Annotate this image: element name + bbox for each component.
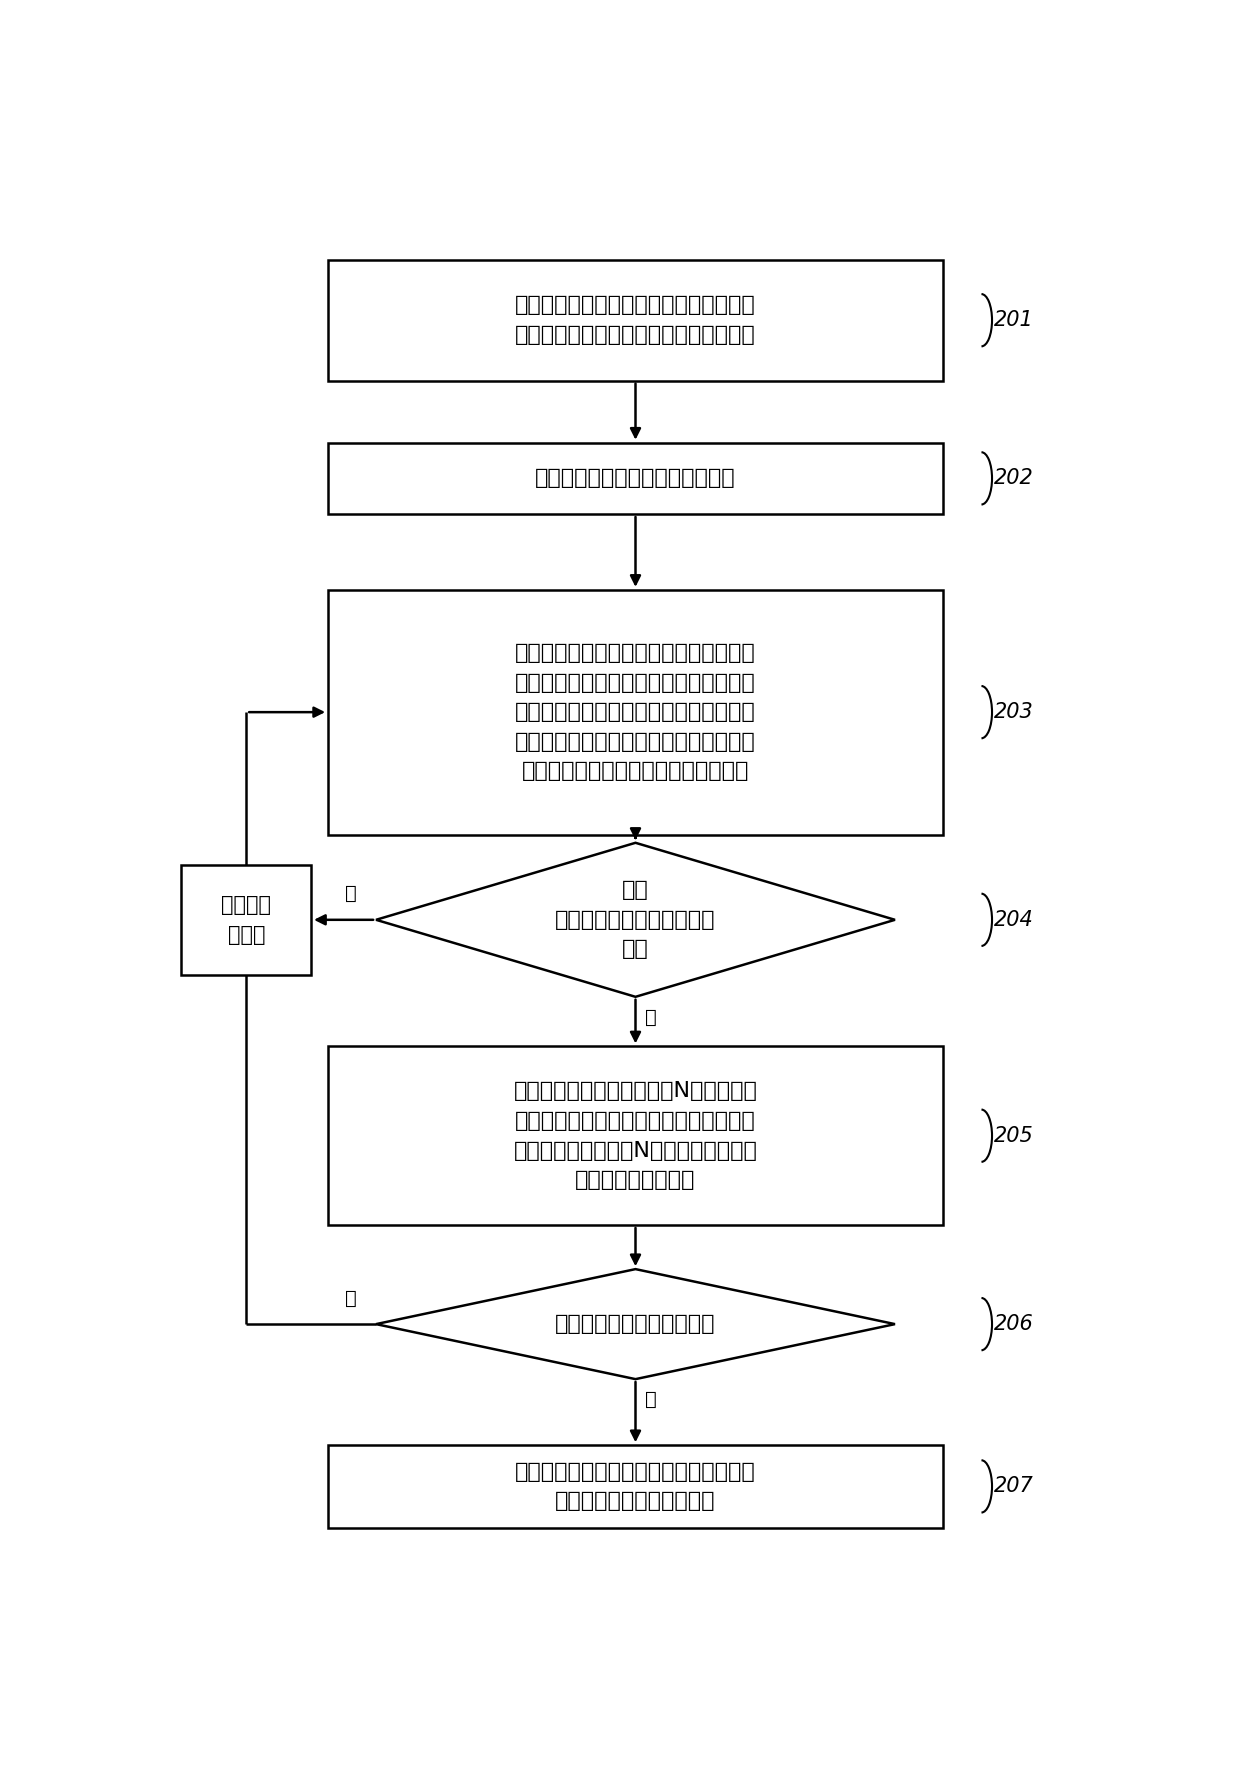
Bar [327, 1047, 944, 1225]
Text: 201: 201 [994, 311, 1034, 330]
Text: 203: 203 [994, 702, 1034, 722]
Bar [327, 589, 944, 834]
Text: 202: 202 [994, 468, 1034, 488]
Bar [327, 1445, 944, 1527]
Text: 向所述校准仪的气体入口通入零气: 向所述校准仪的气体入口通入零气 [536, 468, 735, 488]
Bar [181, 864, 311, 975]
Text: 否: 否 [345, 1289, 357, 1307]
Polygon shape [376, 1270, 895, 1379]
Text: 根据多个实际流量值与多个理论流量值计
算多个流量计之间的一致性: 根据多个实际流量值与多个理论流量值计 算多个流量计之间的一致性 [515, 1461, 756, 1511]
Text: 向待测流量计所对应的电磁阀发送打开指
令，向除所述待测流量计所对应的电磁阀
以外的电磁阀发送关闭指令；使待测流量
计所对应的电磁阀打开，使除所述待测流
量计所对: 向待测流量计所对应的电磁阀发送打开指 令，向除所述待测流量计所对应的电磁阀 以外… [515, 643, 756, 780]
Text: 更换待测
流量计: 更换待测 流量计 [221, 895, 272, 945]
Text: 所有的流量计完成流量检测: 所有的流量计完成流量检测 [556, 1314, 715, 1334]
Text: 207: 207 [994, 1477, 1034, 1497]
Text: 204: 204 [994, 909, 1034, 931]
Text: 实时
获取校准仪的流量值，流量
稳定: 实时 获取校准仪的流量值，流量 稳定 [556, 880, 715, 959]
Bar [327, 443, 944, 514]
Bar [327, 259, 944, 380]
Polygon shape [376, 843, 895, 997]
Text: 否: 否 [345, 884, 357, 904]
Text: 205: 205 [994, 1125, 1034, 1145]
Text: 向所述校准仪发送预设流量指令，使所述
校准仪按所述预设流量指令调整开合程度: 向所述校准仪发送预设流量指令，使所述 校准仪按所述预设流量指令调整开合程度 [515, 295, 756, 345]
Text: 连续获取所述校准仪检测的N个流量值并
取平均值，得到理论流量值，并连续获取
待测流量计检测到的N个流量值并取平均
值，得到实际流量值: 连续获取所述校准仪检测的N个流量值并 取平均值，得到理论流量值，并连续获取 待测… [513, 1081, 758, 1189]
Text: 是: 是 [645, 1007, 657, 1027]
Text: 是: 是 [645, 1390, 657, 1409]
Text: 206: 206 [994, 1314, 1034, 1334]
